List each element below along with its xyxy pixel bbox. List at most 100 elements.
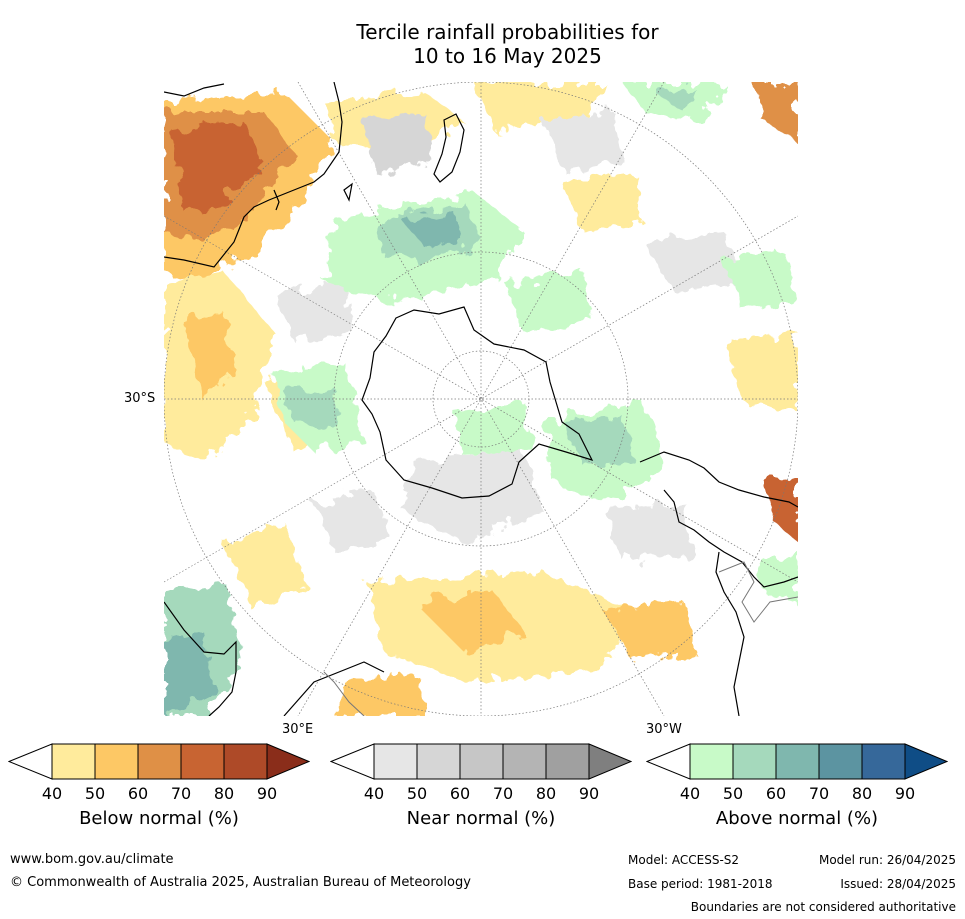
colorbar-swatch bbox=[818, 743, 863, 780]
below-normal-region bbox=[184, 312, 234, 402]
title-line-2: 10 to 16 May 2025 bbox=[413, 44, 602, 68]
colorbar-swatch bbox=[459, 743, 504, 780]
tick-label: 90 bbox=[578, 784, 600, 803]
border-line bbox=[323, 671, 365, 716]
latitude-circle bbox=[333, 251, 629, 547]
australia-coastline bbox=[164, 82, 343, 268]
colorbar-extend-high bbox=[588, 743, 632, 780]
below-normal-region bbox=[764, 472, 798, 542]
australia-north-coast bbox=[164, 83, 225, 97]
africa-coastline bbox=[283, 661, 385, 716]
tick-label: 60 bbox=[449, 784, 471, 803]
tick-label: 60 bbox=[765, 784, 787, 803]
colorbar-swatch bbox=[732, 743, 777, 780]
colorbar-extend-low bbox=[8, 743, 53, 780]
colorbar-swatch bbox=[416, 743, 461, 780]
footer-url: www.bom.gov.au/climate bbox=[10, 852, 174, 867]
colorbar-swatch bbox=[223, 743, 268, 780]
colorbar-extend-high bbox=[904, 743, 948, 780]
tick-label: 90 bbox=[894, 784, 916, 803]
footer-model-run: Model run: 26/04/2025 bbox=[818, 853, 956, 867]
near-normal-region bbox=[604, 502, 694, 562]
above-normal-region bbox=[404, 212, 464, 247]
footer-base-period: Base period: 1981-2018 bbox=[628, 877, 773, 891]
colorbar-below-label: Below normal (%) bbox=[79, 808, 239, 829]
near-normal-region bbox=[274, 282, 354, 342]
tick-label: 50 bbox=[84, 784, 106, 803]
meridian bbox=[164, 215, 798, 583]
colorbar-swatch bbox=[861, 743, 906, 780]
above-normal-region bbox=[754, 552, 798, 602]
meridian bbox=[164, 215, 798, 583]
colorbar-above-label: Above normal (%) bbox=[715, 808, 879, 829]
above-normal-region bbox=[284, 387, 339, 427]
colorbar-extend-low bbox=[646, 743, 691, 780]
colorbar-swatch bbox=[502, 743, 547, 780]
longitude-label-30e: 30°E bbox=[282, 722, 314, 737]
below-normal-region bbox=[334, 672, 424, 716]
tick-label: 80 bbox=[851, 784, 873, 803]
country-borders bbox=[323, 561, 798, 716]
colorbar-extend-high bbox=[266, 743, 310, 780]
tick-label: 50 bbox=[406, 784, 428, 803]
colorbar-swatch bbox=[94, 743, 139, 780]
footer-model: Model: ACCESS-S2 bbox=[628, 853, 740, 867]
south-america-coastline bbox=[663, 489, 798, 588]
chart-title: Tercile rainfall probabilities for 10 to… bbox=[0, 20, 965, 68]
tick-label: 80 bbox=[213, 784, 235, 803]
colorbar-near-label: Near normal (%) bbox=[406, 808, 556, 829]
below-normal-region bbox=[754, 82, 798, 142]
colorbar-extend-low bbox=[330, 743, 375, 780]
below-normal-region bbox=[564, 172, 644, 232]
tick-label: 70 bbox=[808, 784, 830, 803]
near-normal-region bbox=[544, 112, 624, 172]
colorbar-near-normal bbox=[330, 743, 632, 780]
south-america-coastline bbox=[639, 451, 798, 508]
title-line-1: Tercile rainfall probabilities for bbox=[356, 20, 659, 44]
above-normal-region bbox=[654, 87, 694, 112]
colorbar-swatch bbox=[689, 743, 734, 780]
tick-label: 40 bbox=[363, 784, 385, 803]
probability-shading bbox=[164, 82, 798, 716]
colorbar-below-normal bbox=[8, 743, 310, 780]
below-normal-region bbox=[604, 602, 694, 662]
new-zealand-coastline bbox=[433, 113, 465, 183]
colorbar-swatch bbox=[180, 743, 225, 780]
tick-label: 60 bbox=[127, 784, 149, 803]
antarctica-coastline bbox=[361, 306, 594, 499]
tasmania-island bbox=[343, 182, 353, 202]
tasmania-coast bbox=[273, 189, 280, 211]
graticule bbox=[164, 82, 798, 716]
near-normal-region bbox=[364, 112, 434, 172]
below-normal-region bbox=[724, 332, 798, 412]
below-normal-region bbox=[224, 522, 304, 612]
africa-coastline bbox=[164, 601, 237, 716]
tick-label: 70 bbox=[492, 784, 514, 803]
latitude-label-30s: 30°S bbox=[124, 391, 156, 406]
tick-label: 40 bbox=[41, 784, 63, 803]
coastlines bbox=[164, 82, 798, 716]
near-normal-region bbox=[314, 492, 394, 552]
colorbar-above-normal bbox=[646, 743, 948, 780]
polar-map bbox=[164, 82, 798, 716]
footer-copyright: © Commonwealth of Australia 2025, Austra… bbox=[10, 875, 471, 890]
above-normal-region bbox=[454, 402, 534, 457]
colorbar-swatch bbox=[775, 743, 820, 780]
footer-issued: Issued: 28/04/2025 bbox=[840, 877, 956, 891]
colorbar-swatch bbox=[51, 743, 96, 780]
border-line bbox=[718, 561, 798, 623]
tick-label: 50 bbox=[722, 784, 744, 803]
footer-disclaimer: Boundaries are not considered authoritat… bbox=[690, 900, 956, 914]
below-normal-region bbox=[414, 592, 524, 652]
longitude-label-30w: 30°W bbox=[646, 722, 682, 737]
colorbar-swatch bbox=[545, 743, 590, 780]
colorbar-swatch bbox=[137, 743, 182, 780]
above-normal-region bbox=[724, 252, 798, 312]
south-america-east-coast bbox=[715, 551, 745, 716]
colorbar-swatch bbox=[373, 743, 418, 780]
above-normal-region bbox=[564, 417, 634, 467]
above-normal-region bbox=[164, 632, 214, 716]
near-normal-region bbox=[644, 232, 744, 292]
tick-label: 80 bbox=[535, 784, 557, 803]
tick-label: 90 bbox=[256, 784, 278, 803]
